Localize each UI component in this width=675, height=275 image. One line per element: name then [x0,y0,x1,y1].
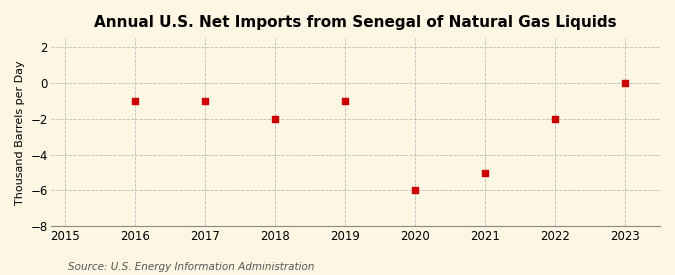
Point [549,117,560,121]
Point [479,170,490,175]
Text: Source: U.S. Energy Information Administration: Source: U.S. Energy Information Administ… [68,262,314,272]
Point [269,117,280,121]
Point [410,188,421,193]
Point [340,99,350,103]
Title: Annual U.S. Net Imports from Senegal of Natural Gas Liquids: Annual U.S. Net Imports from Senegal of … [94,15,617,30]
Y-axis label: Thousand Barrels per Day: Thousand Barrels per Day [15,60,25,205]
Point [199,99,210,103]
Point [620,81,630,85]
Point [130,99,140,103]
